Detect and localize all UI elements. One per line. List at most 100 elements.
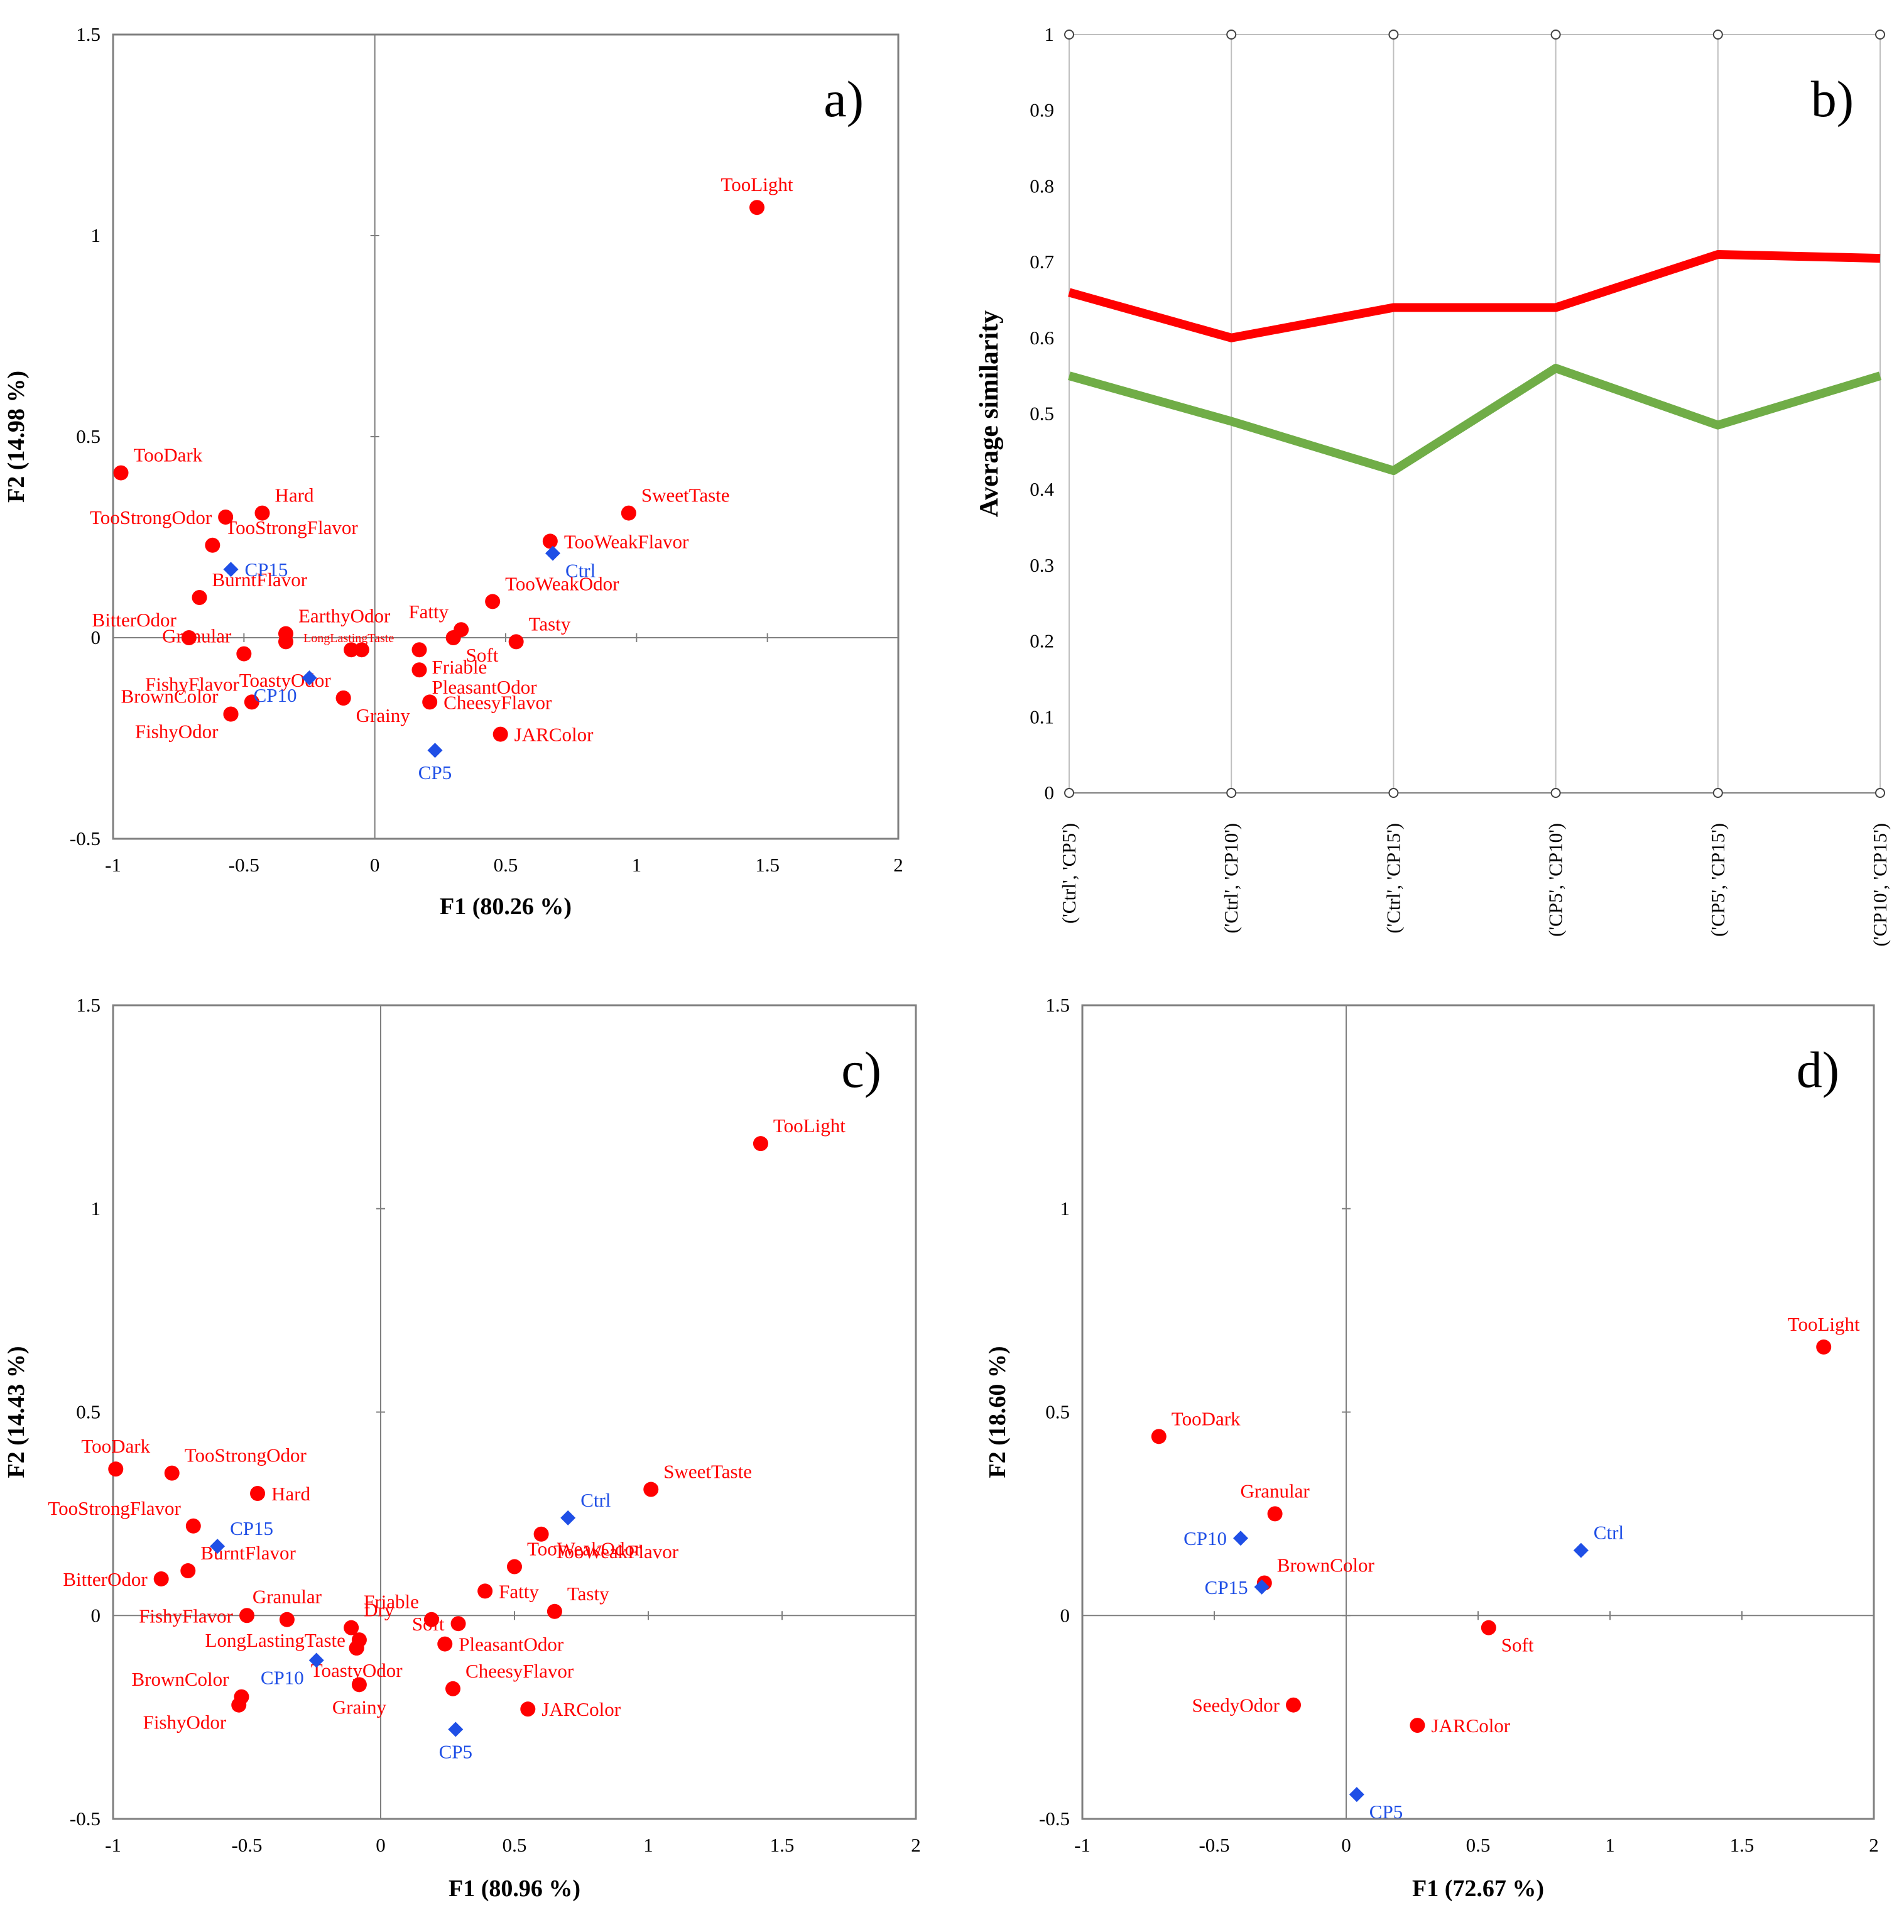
point-label: CP10	[261, 1666, 304, 1688]
point-label: LongLastingTaste	[303, 631, 394, 645]
tasty-point	[508, 634, 524, 650]
y-tick-label: 1	[1045, 23, 1055, 45]
fatty-point	[477, 1583, 493, 1599]
bottom-marker	[1550, 788, 1561, 798]
grainy-point	[335, 690, 351, 706]
panel-label: b)	[1811, 70, 1854, 128]
x-tick-label: -0.5	[231, 1834, 262, 1856]
toolight-point	[1816, 1339, 1832, 1355]
point-label: TooDark	[134, 444, 203, 466]
point-label: CP15	[230, 1517, 273, 1539]
y-tick-label: 0.2	[1030, 630, 1054, 652]
y-tick-label: 0.4	[1030, 478, 1054, 500]
x-axis-label: F1 (80.96 %)	[449, 1875, 580, 1902]
panel-label: d)	[1797, 1041, 1839, 1098]
point-label: TooStrongFlavor	[225, 516, 358, 538]
cp5-point	[427, 743, 443, 758]
cp10-point	[308, 1652, 324, 1668]
x-tick-label: 0.5	[1466, 1834, 1491, 1856]
scatter-panel-a: -1 -0.5 0 0.5 1 1.5 2-0.500.511.5F1 (80.26 %)F…	[3, 23, 903, 920]
friable-point	[411, 642, 427, 658]
sweettaste-point	[643, 1482, 659, 1497]
point-label: Grainy	[356, 704, 411, 726]
cp15-point	[210, 1539, 226, 1554]
point-label: CP5	[418, 761, 452, 783]
category-label: ('Ctrl', 'CP5')	[1058, 823, 1080, 924]
point-label: FishyFlavor	[145, 673, 240, 695]
x-tick-label: 1	[1605, 1834, 1615, 1856]
top-marker	[1388, 30, 1399, 40]
point-label: BrownColor	[1277, 1554, 1375, 1576]
point-label: TooStrongOdor	[185, 1444, 307, 1466]
y-axis-label: F2 (14.43 %)	[3, 1346, 30, 1478]
point-label: Granular	[1241, 1480, 1310, 1502]
bitterodor-point	[153, 1571, 169, 1586]
y-tick-label: 0.6	[1030, 327, 1054, 349]
panel-label: a)	[824, 70, 864, 128]
tooweakodor-point	[507, 1559, 522, 1575]
unlabeled-point	[278, 634, 293, 650]
x-tick-label: 2	[1869, 1834, 1879, 1856]
y-tick-label: 0	[91, 1604, 101, 1626]
y-tick-label: -0.5	[70, 1808, 101, 1830]
plot-frame	[112, 33, 900, 840]
y-axis-label: Average similarity	[975, 310, 1004, 517]
toostrongflavor-point	[185, 1518, 201, 1534]
cp5-point	[448, 1722, 464, 1737]
x-tick-label: 2	[911, 1834, 921, 1856]
point-label: BrownColor	[121, 685, 219, 707]
x-tick-label: -0.5	[229, 854, 259, 876]
x-tick-label: 0	[376, 1834, 386, 1856]
point-label: Ctrl	[580, 1489, 611, 1511]
toodark-point	[1151, 1429, 1167, 1444]
x-tick-label: -1	[105, 1834, 121, 1856]
top-marker	[1550, 30, 1561, 40]
y-tick-label: 0	[1045, 782, 1055, 804]
toastyodor-point	[349, 1640, 364, 1656]
y-axis-label: F2 (18.60 %)	[984, 1346, 1011, 1478]
granular-point	[1267, 1506, 1283, 1522]
point-label: Ctrl	[565, 560, 596, 582]
y-tick-label: 0	[91, 626, 101, 648]
point-label: Granular	[253, 1586, 322, 1608]
y-tick-label: 0.5	[76, 425, 101, 447]
fishyodor-point	[231, 1697, 247, 1713]
x-tick-label: -0.5	[1199, 1834, 1229, 1856]
point-label: EarthyOdor	[298, 605, 391, 627]
x-tick-label: -1	[1074, 1834, 1091, 1856]
tooweakflavor-point	[542, 533, 558, 549]
y-tick-label: 1	[91, 1198, 101, 1220]
tooweakodor-point	[485, 594, 501, 609]
point-label: Grainy	[332, 1696, 387, 1718]
point-label: ToastyOdor	[239, 669, 332, 691]
point-label: Hard	[275, 484, 314, 506]
point-label: JARColor	[514, 724, 594, 746]
cheesyflavor-point	[445, 1681, 461, 1696]
category-label: ('CP10', 'CP15')	[1869, 823, 1891, 946]
hard-point	[254, 505, 270, 521]
burntflavor-point	[180, 1563, 196, 1579]
y-tick-label: 0	[1060, 1604, 1070, 1626]
toostrongodor-point	[164, 1465, 180, 1481]
category-label: ('CP5', 'CP15')	[1707, 823, 1729, 937]
point-label: CP10	[1183, 1527, 1227, 1549]
point-label: PleasantOdor	[459, 1634, 564, 1656]
dry-point	[344, 1620, 359, 1635]
cheesyflavor-point	[422, 694, 438, 710]
y-tick-label: 0.5	[76, 1401, 101, 1423]
jarcolor-point	[492, 726, 508, 742]
top-marker	[1226, 30, 1237, 40]
fishyflavor-point	[244, 694, 259, 710]
x-axis-label: F1 (72.67 %)	[1412, 1875, 1544, 1902]
pleasantodor-point	[411, 662, 427, 678]
point-label: CP15	[245, 559, 288, 581]
sweettaste-point	[621, 505, 636, 521]
bottom-marker	[1226, 788, 1237, 798]
cp15-point	[1254, 1579, 1270, 1595]
cp10-point	[302, 670, 317, 685]
seedyodor-point	[1286, 1697, 1301, 1713]
scatter-panel-c: -1 -0.5 0 0.5 1 1.5 2-0.500.511.5F1 (80.96 %)F…	[3, 994, 921, 1902]
longlastingtaste-point	[344, 642, 359, 658]
point-label: FishyFlavor	[139, 1605, 234, 1627]
